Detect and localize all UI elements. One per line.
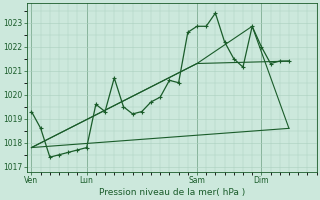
X-axis label: Pression niveau de la mer( hPa ): Pression niveau de la mer( hPa )	[99, 188, 245, 197]
